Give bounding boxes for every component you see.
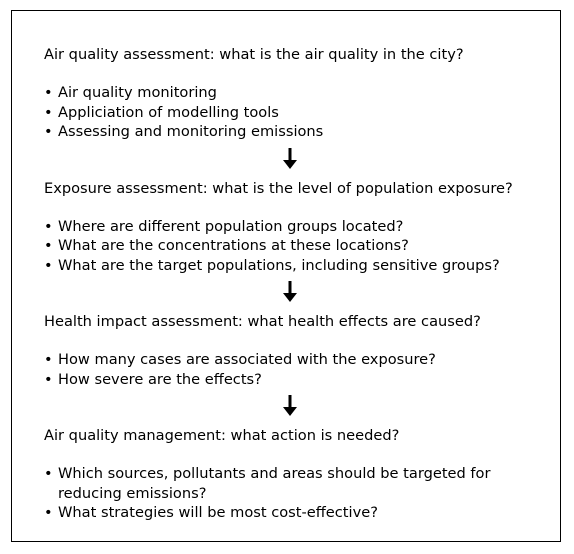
section-heading: Health impact assessment: what health ef…	[44, 313, 481, 330]
bullet-item: What are the concentrations at these loc…	[44, 236, 544, 256]
diagram-frame: Air quality assessment: what is the air …	[11, 10, 561, 542]
section-health-impact-assessment: Health impact assessment: what health ef…	[44, 312, 544, 389]
arrow-down-icon	[283, 147, 297, 169]
section-heading: Air quality management: what action is n…	[44, 427, 400, 444]
arrow-down-icon	[283, 395, 297, 416]
down-arrow-icon	[44, 392, 544, 422]
arrow-down-icon	[283, 281, 297, 302]
section-heading: Air quality assessment: what is the air …	[44, 46, 464, 63]
bullet-list: How many cases are associated with the e…	[44, 350, 544, 389]
bullet-item: Where are different population groups lo…	[44, 217, 544, 237]
bullet-list: Which sources, pollutants and areas shou…	[44, 464, 544, 523]
bullet-item: Which sources, pollutants and areas shou…	[44, 464, 544, 503]
bullet-item: What are the target populations, includi…	[44, 256, 544, 276]
bullet-item: Air quality monitoring	[44, 83, 544, 103]
bullet-item: How many cases are associated with the e…	[44, 350, 544, 370]
bullet-list: Where are different population groups lo…	[44, 217, 544, 276]
section-heading: Exposure assessment: what is the level o…	[44, 179, 513, 197]
diagram-content: Air quality assessment: what is the air …	[44, 45, 544, 523]
bullet-item: What strategies will be most cost-effect…	[44, 503, 544, 523]
bullet-item: Assessing and monitoring emissions	[44, 122, 544, 142]
section-air-quality-assessment: Air quality assessment: what is the air …	[44, 45, 544, 142]
bullet-item: How severe are the effects?	[44, 370, 544, 390]
down-arrow-icon	[44, 145, 544, 175]
bullet-list: Air quality monitoring Appliciation of m…	[44, 83, 544, 142]
section-air-quality-management: Air quality management: what action is n…	[44, 426, 544, 523]
section-exposure-assessment: Exposure assessment: what is the level o…	[44, 179, 544, 276]
bullet-item: Appliciation of modelling tools	[44, 103, 544, 123]
down-arrow-icon	[44, 278, 544, 308]
